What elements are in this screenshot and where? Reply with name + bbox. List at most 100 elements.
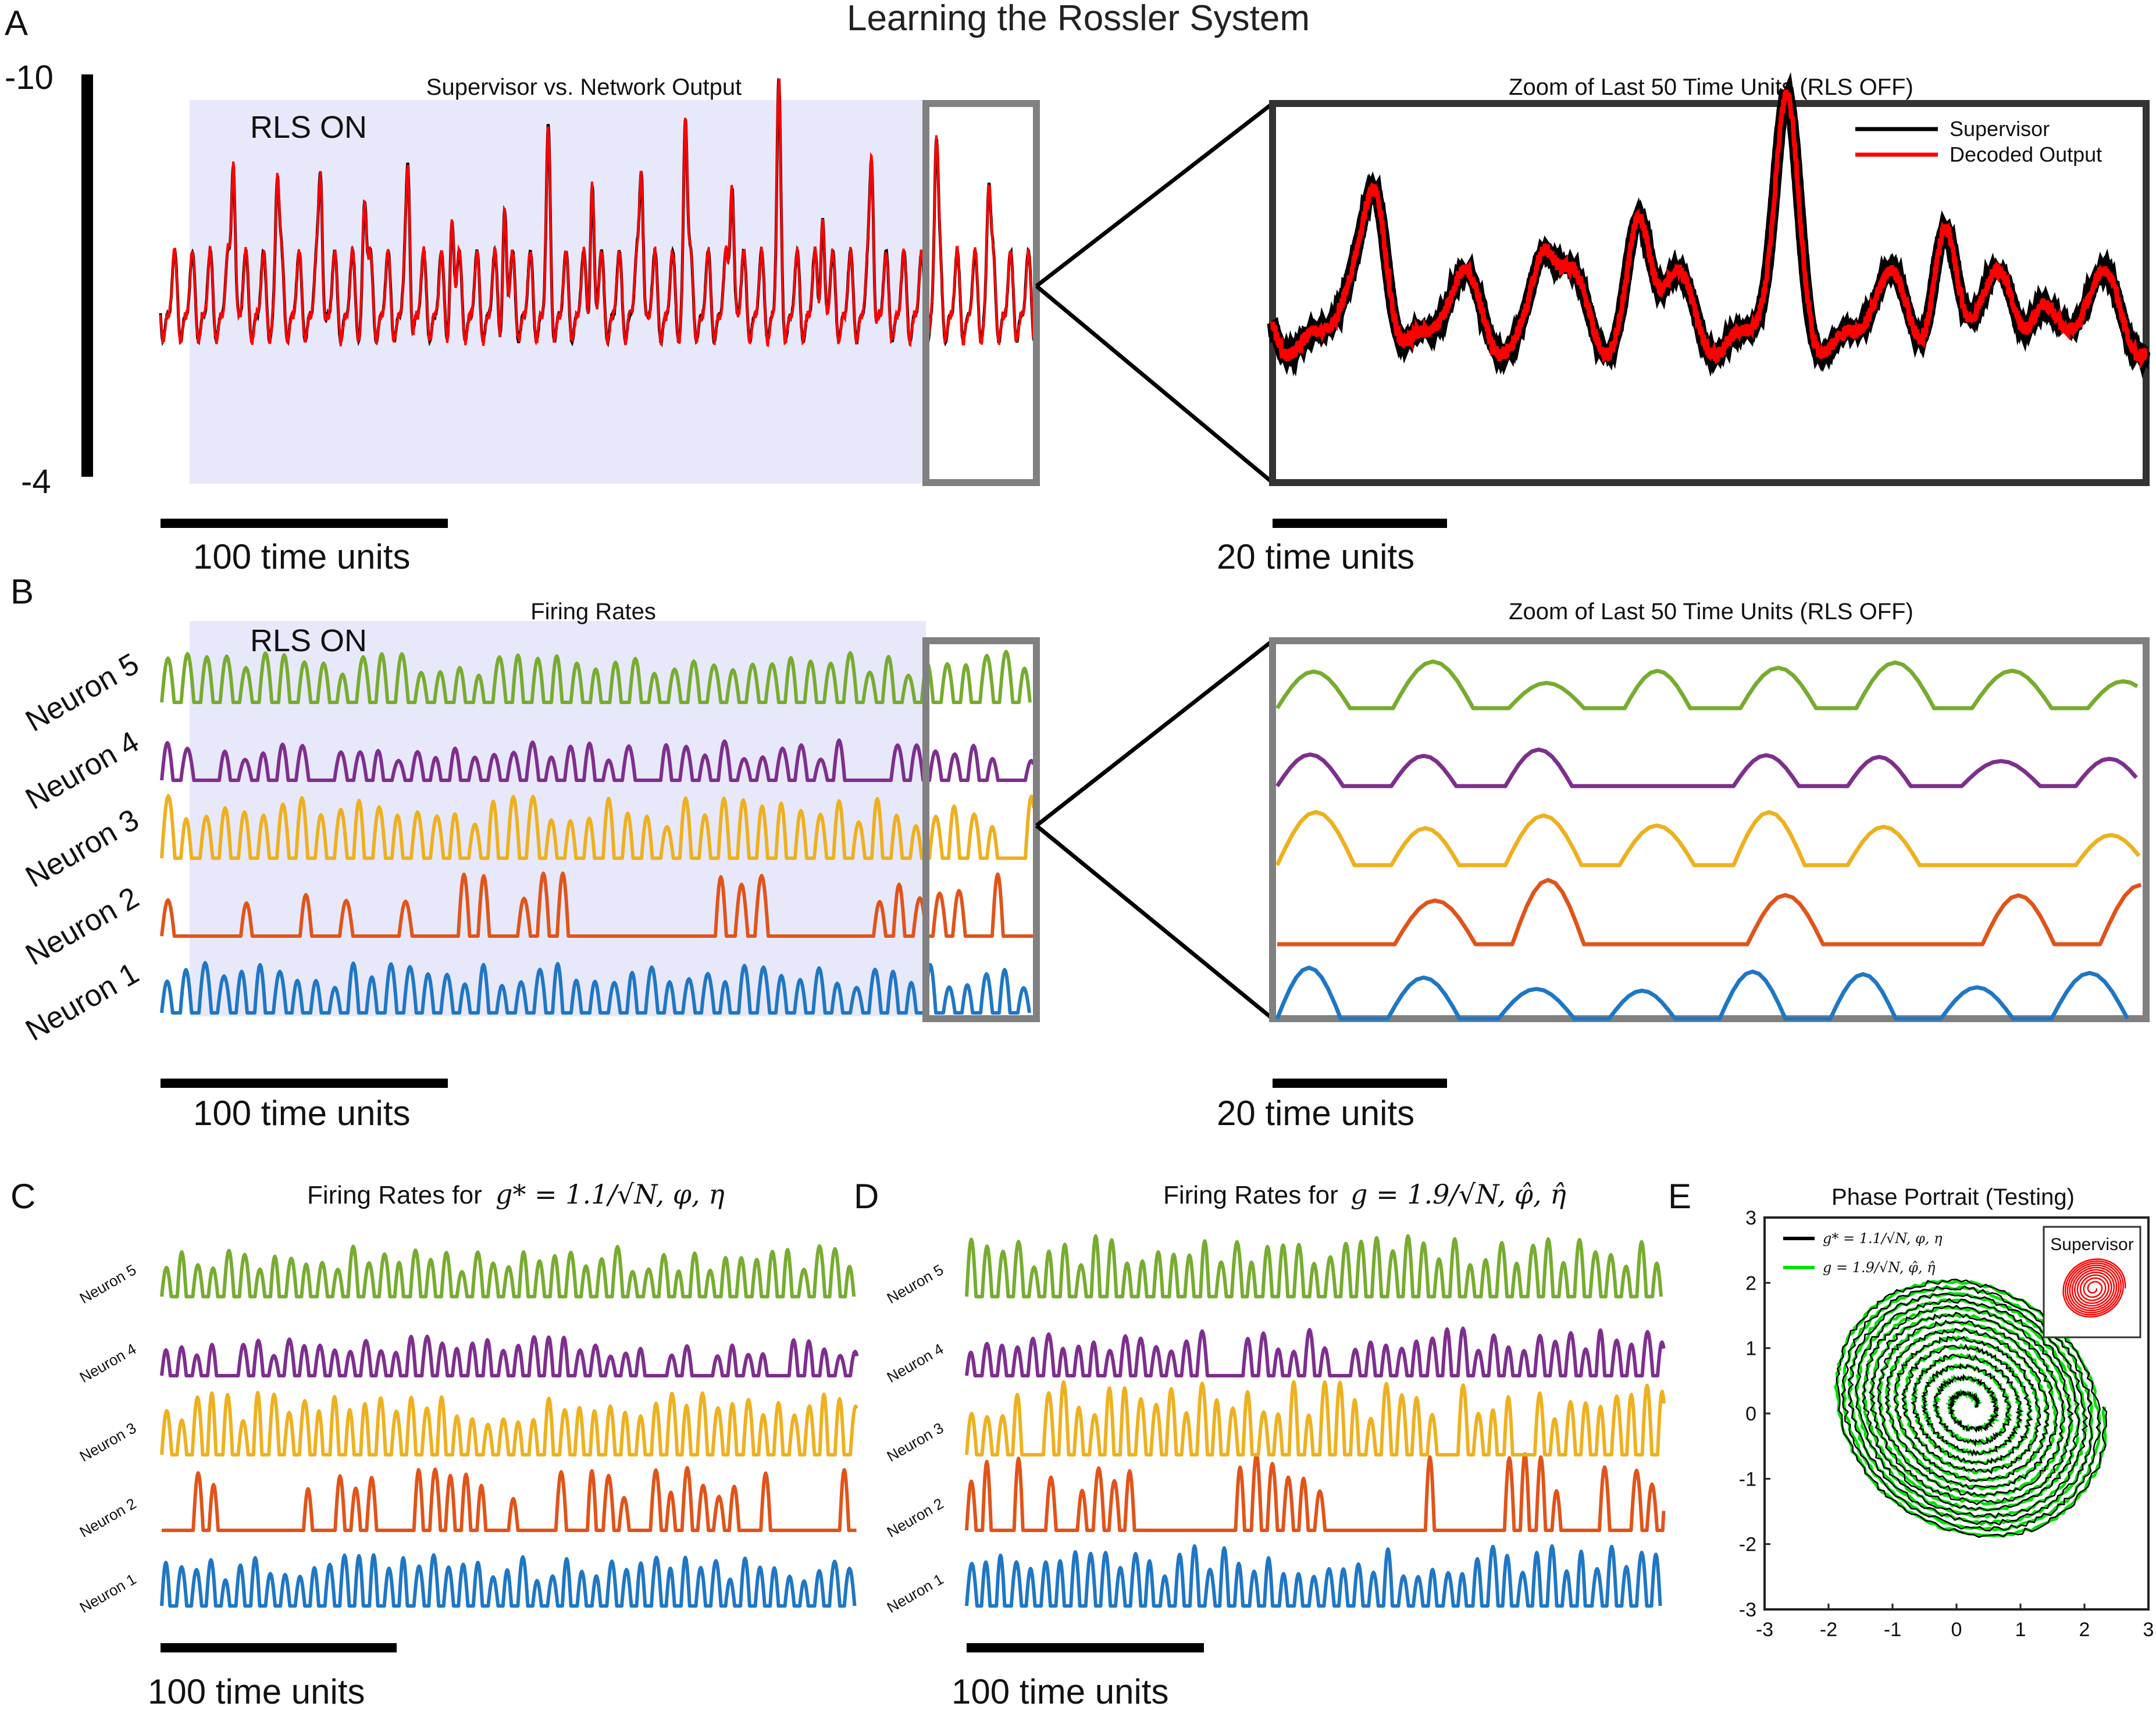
- e-ytick-label: -3: [1739, 1599, 1756, 1621]
- panel-d-neuron-labels: Neuron 1 Neuron 2 Neuron 3 Neuron 4 Neuron 5: [884, 1261, 947, 1616]
- panel-a-zoom-window: [922, 100, 1040, 486]
- panel-a-zoom-frame: [1269, 100, 2150, 486]
- e-xtick-label: 3: [2143, 1619, 2154, 1641]
- e-xtick-label: -3: [1756, 1619, 1773, 1641]
- panel-e-title: Phase Portrait (Testing): [1831, 1184, 2075, 1210]
- panel-b-connector-top: [1035, 639, 1274, 827]
- e-xtick-label: 2: [2079, 1619, 2090, 1641]
- neuron-label-2: Neuron 2: [77, 1494, 140, 1540]
- rate-trace-neuron-5: [160, 1244, 856, 1298]
- rate-trace-neuron-3: [160, 794, 1036, 860]
- panel-e-ticks: -3 -2 -1 0 1 2 3 -3 -2 -1 0 1 2 3: [1739, 1207, 2154, 1641]
- neuron-label-1: Neuron 1: [77, 1570, 140, 1616]
- panel-a-rls-label: RLS ON: [250, 110, 367, 145]
- panel-b-scalebar-zoom-label: 20 time units: [1217, 1094, 1414, 1133]
- panel-a-main-title: Supervisor vs. Network Output: [426, 74, 742, 100]
- panel-a-scalebar-main: [161, 519, 448, 528]
- e-ytick-label: 1: [1745, 1338, 1756, 1360]
- rate-trace-neuron-1: [160, 1553, 857, 1608]
- panel-b-zoom-window: [922, 637, 1040, 1022]
- neuron-label-2: Neuron 2: [884, 1494, 947, 1540]
- panel-e-letter: E: [1668, 1177, 1691, 1216]
- panel-a-zoom-title: Zoom of Last 50 Time Units (RLS OFF): [1509, 74, 1913, 100]
- legend-g-star-label: g* = 1.1/√N, φ, η: [1823, 1230, 1943, 1247]
- rate-trace-neuron-1: [1275, 965, 2130, 1021]
- rate-trace-neuron-2: [160, 871, 1034, 938]
- panel-a-ybottom-label: -4: [21, 463, 51, 501]
- panel-c-scalebar-label: 100 time units: [148, 1672, 365, 1710]
- e-ytick-label: 2: [1745, 1272, 1756, 1294]
- panel-c-title-prefix: Firing Rates for: [307, 1181, 482, 1209]
- e-ytick-label: -1: [1739, 1468, 1756, 1490]
- panel-d-letter: D: [854, 1177, 879, 1216]
- e-xtick-label: 0: [1951, 1619, 1962, 1641]
- e-xtick-label: 1: [2015, 1619, 2026, 1641]
- neuron-label-4: Neuron 4: [77, 1340, 140, 1386]
- panel-c-plot: [160, 1244, 859, 1608]
- neuron-label-1: Neuron 1: [884, 1570, 947, 1616]
- neuron-label-5: Neuron 5: [77, 1261, 140, 1306]
- panel-c-title-math: g* = 1.1/√N, φ, η: [496, 1179, 725, 1210]
- rate-trace-neuron-2: [1277, 877, 2142, 947]
- rate-trace-neuron-3: [1275, 809, 2141, 868]
- panel-b-connector-bottom: [1035, 824, 1274, 1020]
- panel-b-letter: B: [10, 572, 34, 611]
- rate-trace-neuron-4: [965, 1326, 1666, 1377]
- panel-a-rls-shade: [190, 100, 925, 484]
- panel-b-zoom-plot: [1275, 659, 2142, 1021]
- rate-trace-neuron-5: [1275, 659, 2139, 711]
- rate-trace-neuron-1: [160, 961, 1032, 1015]
- neuron-label-3: Neuron 3: [884, 1419, 947, 1465]
- legend-g-label: g = 1.9/√N, φ̂, η̂: [1823, 1259, 1936, 1276]
- e-ytick-label: -2: [1739, 1534, 1756, 1556]
- panel-d-plot: [965, 1234, 1666, 1608]
- panel-a-main-plot: [159, 78, 1037, 348]
- neuron-label-3: Neuron 3: [20, 803, 144, 894]
- rate-trace-neuron-3: [965, 1380, 1666, 1456]
- rate-trace-neuron-3: [160, 1391, 858, 1456]
- rate-trace-neuron-4: [160, 738, 1035, 782]
- rate-trace-neuron-1: [965, 1544, 1662, 1608]
- neuron-label-4: Neuron 4: [20, 725, 144, 816]
- panel-a-legend: Supervisor Decoded Output: [1855, 117, 2102, 166]
- panel-a-scalebar-zoom-label: 20 time units: [1217, 537, 1414, 576]
- rate-trace-neuron-2: [965, 1452, 1666, 1532]
- e-ytick-label: 3: [1745, 1207, 1756, 1229]
- rate-trace-neuron-5: [160, 649, 1032, 704]
- panel-b-rls-label: RLS ON: [250, 623, 367, 658]
- panel-a-yscale-bar: [81, 74, 93, 477]
- e-xtick-label: -1: [1884, 1619, 1901, 1641]
- panel-b-scalebar-main: [161, 1079, 448, 1088]
- panel-b-zoom-title: Zoom of Last 50 Time Units (RLS OFF): [1509, 599, 1913, 624]
- panel-e-portrait: [1834, 1279, 2108, 1538]
- decoded-trace-zoom: [1270, 89, 2147, 370]
- panel-a-ytop-label: -10: [5, 59, 54, 97]
- neuron-label-5: Neuron 5: [884, 1261, 947, 1306]
- panel-e-legend: g* = 1.1/√N, φ, η g = 1.9/√N, φ̂, η̂: [1783, 1230, 1943, 1276]
- panel-a-letter: A: [5, 3, 28, 42]
- panel-b-scalebar-zoom: [1273, 1079, 1447, 1088]
- legend-supervisor-label: Supervisor: [1950, 117, 2050, 141]
- panel-b-main-plot: [160, 649, 1036, 1015]
- rate-trace-neuron-2: [161, 1466, 857, 1532]
- panel-b-scalebar-main-label: 100 time units: [193, 1094, 411, 1133]
- panel-b-zoom-frame: [1269, 637, 2150, 1022]
- panel-e-inset-portrait: [2062, 1258, 2126, 1318]
- rate-trace-neuron-4: [160, 1334, 859, 1377]
- panel-d-title-math: g = 1.9/√N, φ̂, η̂: [1350, 1179, 1566, 1210]
- panel-a-zoom-plot: [1267, 72, 2151, 379]
- panel-a-scalebar-main-label: 100 time units: [193, 537, 411, 576]
- panel-e-inset-label: Supervisor: [2050, 1235, 2133, 1254]
- panel-c-scalebar: [161, 1643, 397, 1652]
- rate-trace-neuron-5: [965, 1234, 1663, 1298]
- panel-a-connector-bottom: [1035, 284, 1274, 484]
- phase-trace-reference: [1836, 1279, 2108, 1538]
- e-ytick-label: 0: [1745, 1403, 1756, 1425]
- panel-a-connector-top: [1035, 102, 1274, 288]
- decoded-trace: [159, 78, 1036, 348]
- panel-d-scalebar: [967, 1643, 1204, 1652]
- figure-title: Learning the Rossler System: [847, 0, 1310, 38]
- panel-a-scalebar-zoom: [1273, 519, 1447, 528]
- legend-decoded-label: Decoded Output: [1950, 142, 2102, 166]
